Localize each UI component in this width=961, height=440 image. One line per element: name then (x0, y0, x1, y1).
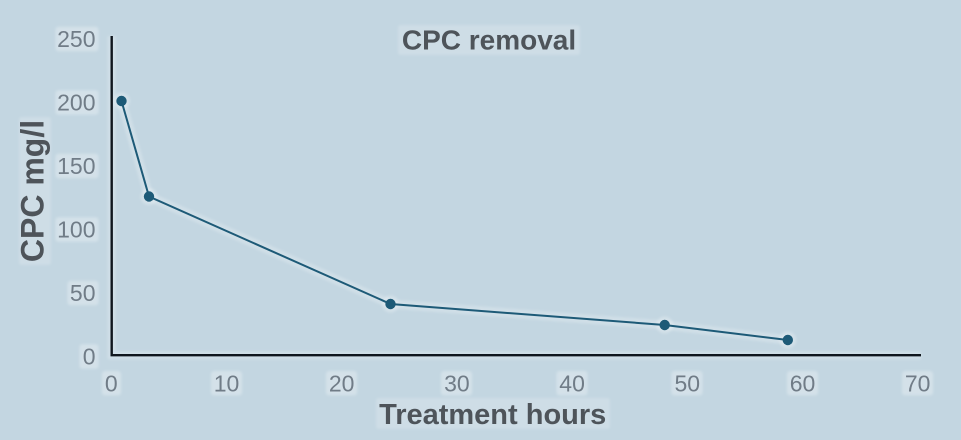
svg-text:20: 20 (329, 371, 355, 397)
svg-text:150: 150 (57, 153, 95, 179)
svg-text:60: 60 (790, 371, 816, 397)
svg-text:CPC mg/l: CPC mg/l (15, 120, 51, 262)
svg-text:30: 30 (444, 371, 470, 397)
svg-text:250: 250 (57, 26, 95, 52)
svg-text:70: 70 (905, 371, 931, 397)
svg-text:10: 10 (214, 371, 240, 397)
svg-text:CPC removal: CPC removal (402, 24, 576, 55)
svg-text:50: 50 (70, 280, 96, 306)
svg-text:40: 40 (559, 371, 585, 397)
svg-text:200: 200 (57, 89, 95, 115)
svg-text:Treatment hours: Treatment hours (379, 399, 606, 431)
svg-text:50: 50 (675, 371, 701, 397)
svg-text:0: 0 (83, 343, 96, 369)
svg-text:100: 100 (57, 216, 95, 242)
svg-text:0: 0 (105, 371, 118, 397)
